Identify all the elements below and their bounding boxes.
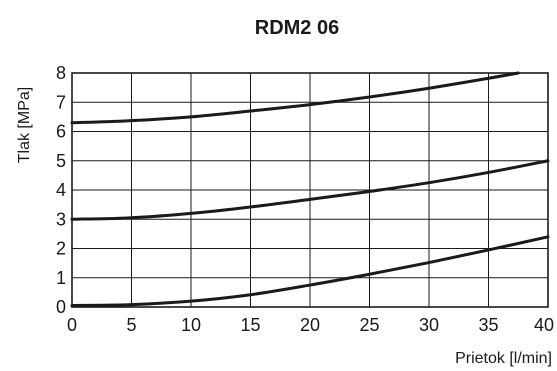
series-line-3: [70, 71, 520, 125]
y-tick-label: 6: [56, 122, 66, 142]
x-axis-label: Prietok [l/min]: [455, 350, 552, 367]
x-tick-label: 30: [419, 315, 439, 335]
x-tick-label: 5: [126, 315, 136, 335]
series-group: [70, 71, 550, 308]
x-tick-label: 25: [359, 315, 379, 335]
plot-area: [71, 72, 549, 308]
y-tick-label: 7: [56, 92, 66, 112]
x-tick-label: 35: [478, 315, 498, 335]
x-tick-label: 10: [181, 315, 201, 335]
y-tick-label: 4: [56, 180, 66, 200]
y-axis-ticks: 0 1 2 3 4 5 6 7 8: [56, 63, 66, 317]
y-axis-label: Tlak [MPa]: [16, 87, 33, 163]
x-tick-label: 20: [300, 315, 320, 335]
y-tick-label: 1: [56, 268, 66, 288]
y-tick-label: 5: [56, 151, 66, 171]
x-axis-ticks: 0 5 10 15 20 25 30 35 40: [67, 315, 554, 335]
x-tick-label: 15: [240, 315, 260, 335]
x-tick-label: 40: [534, 315, 554, 335]
y-tick-label: 3: [56, 209, 66, 229]
y-tick-label: 2: [56, 239, 66, 259]
series-line-1: [70, 235, 550, 308]
y-tick-label: 0: [56, 297, 66, 317]
grid: [71, 72, 549, 308]
y-tick-label: 8: [56, 63, 66, 83]
chart-title: RDM2 06: [255, 17, 339, 39]
x-tick-label: 0: [67, 315, 77, 335]
series-line-2: [70, 159, 550, 221]
